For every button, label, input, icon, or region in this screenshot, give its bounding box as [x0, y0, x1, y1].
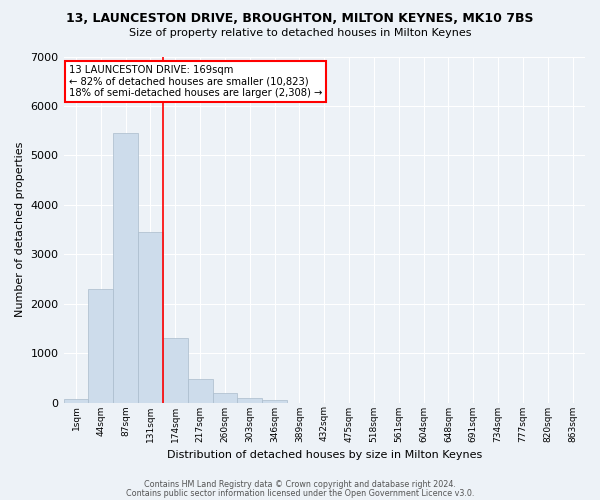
Bar — [188, 379, 212, 402]
Bar — [64, 399, 88, 402]
Text: 13, LAUNCESTON DRIVE, BROUGHTON, MILTON KEYNES, MK10 7BS: 13, LAUNCESTON DRIVE, BROUGHTON, MILTON … — [66, 12, 534, 26]
Bar — [212, 392, 238, 402]
Text: 13 LAUNCESTON DRIVE: 169sqm
← 82% of detached houses are smaller (10,823)
18% of: 13 LAUNCESTON DRIVE: 169sqm ← 82% of det… — [69, 65, 322, 98]
Y-axis label: Number of detached properties: Number of detached properties — [15, 142, 25, 317]
X-axis label: Distribution of detached houses by size in Milton Keynes: Distribution of detached houses by size … — [167, 450, 482, 460]
Bar — [113, 133, 138, 402]
Bar — [238, 398, 262, 402]
Bar — [88, 289, 113, 403]
Bar — [138, 232, 163, 402]
Text: Contains public sector information licensed under the Open Government Licence v3: Contains public sector information licen… — [126, 489, 474, 498]
Bar — [262, 400, 287, 402]
Text: Contains HM Land Registry data © Crown copyright and database right 2024.: Contains HM Land Registry data © Crown c… — [144, 480, 456, 489]
Text: Size of property relative to detached houses in Milton Keynes: Size of property relative to detached ho… — [129, 28, 471, 38]
Bar — [163, 338, 188, 402]
